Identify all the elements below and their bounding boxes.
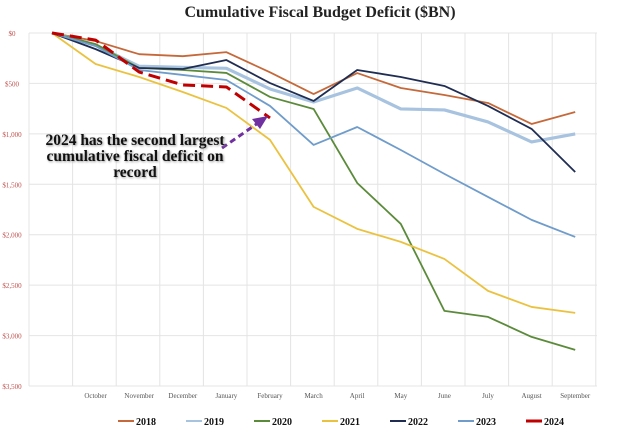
series-line-2018 [51, 32, 576, 125]
series-line-2023 [51, 32, 576, 238]
series-line-2020 [51, 32, 576, 351]
annotation-arrow [221, 121, 259, 150]
annotation-arrowhead [252, 116, 268, 129]
legend-label-2020: 2020 [272, 417, 292, 428]
x-tick-label: July [482, 392, 494, 400]
x-tick-label: December [168, 392, 197, 400]
series-line-2019 [51, 31, 576, 144]
y-tick-label: $3,500 [2, 383, 22, 391]
y-tick-label: $3,000 [2, 333, 22, 341]
y-tick-label: $1,000 [2, 131, 22, 139]
x-tick-label: February [257, 392, 283, 400]
y-tick-label: $1,500 [2, 181, 22, 189]
x-tick-label: November [124, 392, 154, 400]
legend-label-2018: 2018 [136, 417, 156, 428]
x-tick-label: March [304, 392, 323, 400]
x-tick-label: August [521, 392, 541, 400]
legend-label-2019: 2019 [204, 417, 224, 428]
y-tick-label: $500 [5, 80, 20, 88]
x-tick-label: October [84, 392, 107, 400]
x-tick-label: April [350, 392, 365, 400]
series-line-2022 [51, 32, 576, 173]
legend-label-2023: 2023 [476, 417, 496, 428]
x-tick-label: September [560, 392, 591, 400]
x-tick-label: June [438, 392, 451, 400]
x-tick-label: May [394, 392, 407, 400]
legend-label-2022: 2022 [408, 417, 428, 428]
y-tick-label: $0 [9, 30, 17, 38]
y-tick-label: $2,500 [2, 282, 22, 290]
legend-label-2024: 2024 [544, 417, 564, 428]
y-tick-label: $2,000 [2, 232, 22, 240]
annotation-text: 2024 has the second largest cumulative f… [45, 132, 225, 181]
legend-label-2021: 2021 [340, 417, 360, 428]
chart-title: Cumulative Fiscal Budget Deficit ($BN) [184, 4, 456, 21]
x-tick-label: January [216, 392, 238, 400]
series-line-2024 [51, 31, 271, 120]
series-line-2021 [51, 32, 576, 314]
